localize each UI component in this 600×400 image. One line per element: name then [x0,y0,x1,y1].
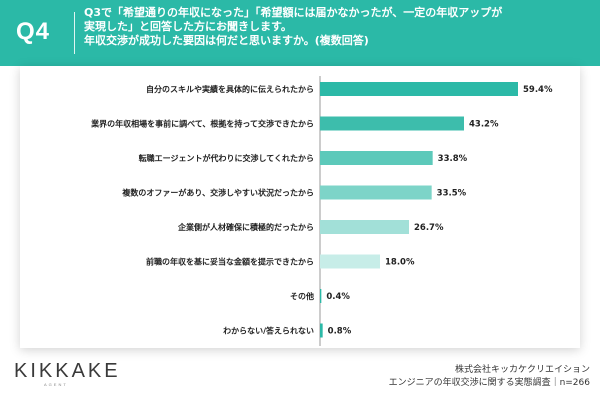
logo-subtext: AGENT [44,382,68,387]
question-line-2: 実現した」と回答した方にお聞きします。 [84,20,292,33]
question-text: Q3で「希望通りの年収になった」「希望額には届かなかったが、一定の年収アップが … [84,6,590,48]
question-line-3: 年収交渉が成功した要因は何だと思いますか。(複数回答) [84,34,369,47]
value-label: 33.5% [437,189,467,199]
question-badge: Q4 [16,18,51,45]
category-label: 転職エージェントが代わりに交渉してくれたから [139,153,314,163]
question-line-1: Q3で「希望通りの年収になった」「希望額には届かなかったが、一定の年収アップが [84,6,503,19]
survey-credit: 株式会社キッカケクリエイション エンジニアの年収交渉に関する実態調査｜n=266 [389,364,590,390]
bar-chart: 自分のスキルや実績を具体的に伝えられたから 59.4% 業界の年収相場を事前に調べて… [90,76,553,346]
value-label: 33.8% [438,154,468,164]
bar [320,254,380,269]
survey-info: エンジニアの年収交渉に関する実態調査｜n=266 [388,378,590,388]
value-label: 26.7% [414,223,444,233]
bar [320,323,323,338]
category-label: 企業側が人材確保に積極的だったから [177,222,314,232]
kikkake-logo: KIKKAKE AGENT [14,360,121,387]
question-header: Q4 Q3で「希望通りの年収になった」「希望額には届かなかったが、一定の年収アッ… [0,0,600,66]
category-label: 前職の年収を基に妥当な金額を提示できたから [146,257,314,267]
bar [320,151,433,165]
bar [320,185,432,200]
header-divider [74,12,75,54]
value-label: 0.8% [328,327,352,337]
bar [320,116,464,131]
value-label: 18.0% [385,258,415,268]
category-label: わからない/答えられない [223,326,314,336]
company-name: 株式会社キッカケクリエイション [454,365,590,375]
category-label: 複数のオファーがあり、交渉しやすい状況だったから [121,188,314,198]
logo-text: KIKKAKE [14,360,121,382]
category-label: その他 [290,291,314,301]
bar [320,289,322,303]
category-label: 業界の年収相場を事前に調べて、根拠を持って交渉できたから [90,119,314,129]
value-label: 0.4% [326,292,350,302]
category-label: 自分のスキルや実績を具体的に伝えられたから [146,84,314,94]
value-label: 59.4% [523,85,553,95]
bar [320,82,518,96]
value-label: 43.2% [469,120,499,130]
bar [320,220,409,234]
chart-panel: 自分のスキルや実績を具体的に伝えられたから 59.4% 業界の年収相場を事前に調べて… [20,66,580,348]
